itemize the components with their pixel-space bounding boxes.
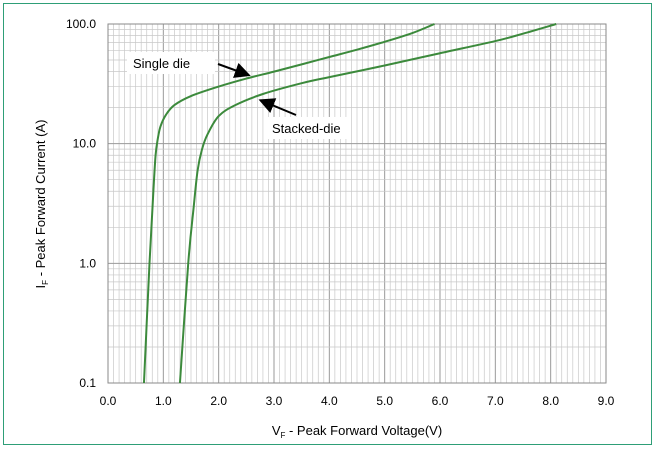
x-tick-label: 1.0: [155, 394, 172, 408]
plot-border: [107, 23, 607, 384]
annotation-arrow-stacked-die: [258, 98, 297, 116]
series-layer: [142, 23, 557, 384]
annotation-arrow-single-die: [217, 62, 251, 78]
x-tick-label: 5.0: [376, 394, 393, 408]
tick-labels: 0.0 1.0 2.0 3.0 4.0 5.0 6.0 7.0 8.0 9.0 0.1 1.0 10.0…: [66, 17, 615, 408]
x-tick-label: 7.0: [487, 394, 504, 408]
annotations: Single die Stacked-die: [127, 52, 351, 139]
grid: [107, 23, 607, 384]
y-tick-label: 0.1: [79, 376, 96, 390]
y-tick-label: 100.0: [66, 17, 96, 31]
x-tick-label: 4.0: [321, 394, 338, 408]
x-tick-label: 9.0: [598, 394, 615, 408]
series-line-single-die: [142, 23, 435, 384]
x-tick-label: 3.0: [266, 394, 283, 408]
x-axis-title: VF - Peak Forward Voltage(V): [272, 423, 442, 440]
y-tick-label: 1.0: [79, 256, 96, 270]
y-axis-title: IF - Peak Forward Current (A): [33, 120, 50, 289]
annotation-bg-single-die: [127, 52, 215, 74]
annotation-single-die: Single die: [133, 56, 190, 71]
x-tick-label: 8.0: [542, 394, 559, 408]
series-line-stacked-die: [178, 23, 557, 384]
x-tick-label: 2.0: [210, 394, 227, 408]
annotation-bg-stacked-die: [267, 117, 351, 139]
annotation-stacked-die: Stacked-die: [272, 121, 341, 136]
y-tick-label: 10.0: [73, 137, 97, 151]
x-tick-label: 0.0: [100, 394, 117, 408]
x-tick-label: 6.0: [432, 394, 449, 408]
